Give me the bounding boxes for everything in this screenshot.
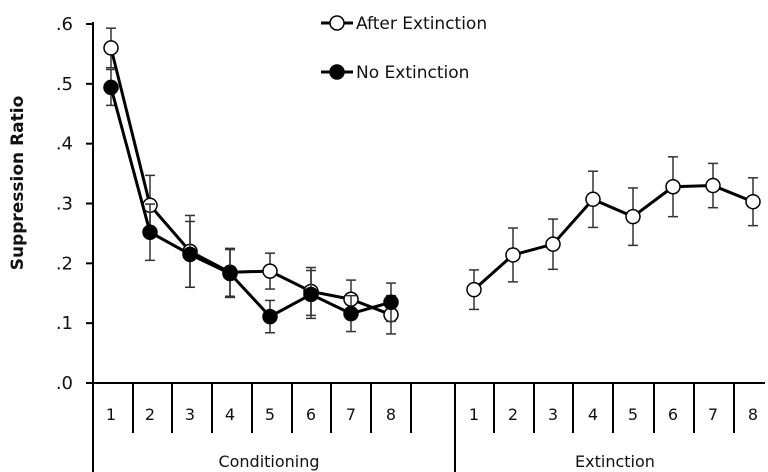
data-point — [545, 236, 561, 252]
data-point — [262, 308, 278, 325]
x-tick-label: 8 — [748, 405, 758, 424]
y-tick-label: .5 — [56, 74, 73, 95]
x-tick-label: 2 — [145, 405, 155, 424]
legend-label: No Extinction — [356, 63, 469, 83]
phase-label: Conditioning — [218, 452, 319, 471]
data-point — [705, 177, 721, 194]
data-point — [625, 208, 641, 225]
data-point — [262, 263, 278, 279]
data-point — [505, 247, 521, 263]
legend-marker — [329, 64, 345, 80]
y-axis-title: Suppression Ratio — [8, 96, 28, 271]
x-axis: 1 2 3 4 5 6 7 8 Conditioning 1 2 3 4 5 6 7 8 Extinction — [92, 382, 765, 472]
data-point — [745, 193, 761, 210]
x-tick-label: 6 — [306, 405, 316, 424]
data-point — [466, 281, 482, 298]
y-tick-label: .6 — [56, 14, 73, 35]
y-tick-label: .2 — [56, 253, 73, 274]
data-point — [142, 224, 158, 240]
x-tick-label: 8 — [386, 405, 396, 424]
x-tick-label: 7 — [346, 405, 356, 424]
legend-marker — [329, 15, 345, 31]
series-line — [109, 47, 392, 317]
x-tick-label: 1 — [106, 405, 116, 424]
y-tick-label: .1 — [56, 313, 73, 334]
legend-label: After Extinction — [356, 14, 487, 34]
x-tick-label: 5 — [265, 405, 275, 424]
x-tick-label: 2 — [508, 405, 518, 424]
y-axis: .0 .1 .2 .3 .4 .5 .6 — [56, 14, 94, 472]
x-tick-label: 1 — [469, 405, 479, 424]
y-tick-label: .4 — [56, 134, 73, 155]
legend-item: After Extinction — [321, 14, 487, 34]
legend-item: No Extinction — [321, 63, 469, 83]
data-point — [383, 294, 399, 310]
legend: After Extinction No Extinction — [321, 14, 487, 83]
y-tick-label: .3 — [56, 194, 73, 215]
series-line — [473, 184, 754, 291]
x-tick-label: 4 — [588, 405, 598, 424]
x-tick-label: 5 — [628, 405, 638, 424]
data-point — [182, 246, 198, 263]
data-point — [665, 178, 681, 195]
data-point — [343, 305, 359, 322]
data-point — [103, 79, 119, 96]
x-tick-label: 7 — [708, 405, 718, 424]
data-point — [222, 265, 238, 282]
x-tick-label: 3 — [548, 405, 558, 424]
x-tick-label: 6 — [668, 405, 678, 424]
series-no-extinction — [103, 68, 399, 334]
series-after-extinction — [103, 27, 761, 335]
phase-label: Extinction — [575, 452, 655, 471]
series-layer — [103, 27, 761, 335]
data-point — [103, 40, 119, 56]
data-point — [303, 286, 319, 303]
y-tick-label: .0 — [56, 373, 73, 394]
x-tick-label: 3 — [185, 405, 195, 424]
data-point — [585, 191, 601, 208]
x-tick-label: 4 — [225, 405, 235, 424]
